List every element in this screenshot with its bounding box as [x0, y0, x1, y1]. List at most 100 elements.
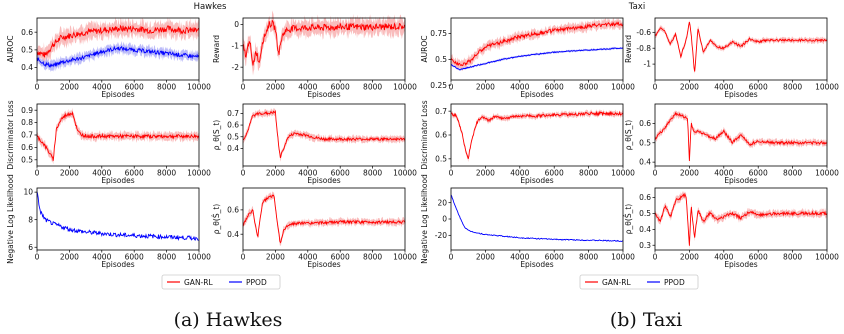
y-tick-label: -0.6 — [636, 28, 651, 37]
y-tick-label: 0.3 — [639, 241, 651, 250]
legend-label-gan-rl: GAN-RL — [184, 278, 213, 287]
x-tick-label: 4000 — [298, 169, 317, 178]
legend-taxi: GAN-RL PPOD — [579, 274, 699, 290]
y-tick-label: 0.8 — [21, 118, 33, 127]
x-tick-label: 2000 — [266, 253, 285, 262]
x-axis-label: Episodes — [307, 176, 340, 185]
subplot-taxi-reward: 0 2000 4000 6000 8000 10000 -1 -0.8 -0.6 Episodes… — [624, 17, 839, 99]
legend-label-gan-rl: GAN-RL — [602, 278, 631, 287]
legend-frame — [579, 274, 699, 290]
x-tick-label: 10000 — [187, 83, 211, 92]
y-tick-label: 0.6 — [227, 205, 239, 214]
x-tick-label: 0 — [449, 253, 454, 262]
series-line-gan-rl — [450, 21, 624, 67]
x-tick-label: 10000 — [815, 83, 839, 92]
y-tick-label: 0.5 — [21, 45, 33, 54]
x-tick-label: 10000 — [611, 169, 635, 178]
x-axis-label: Episodes — [307, 260, 340, 269]
y-axis-label: Discriminator Loss — [420, 100, 429, 169]
y-tick-label: -1 — [232, 41, 240, 50]
x-tick-label: 8000 — [579, 169, 598, 178]
x-tick-label: 6000 — [125, 83, 144, 92]
y-tick-label: 0.5 — [639, 138, 651, 147]
caption-hawkes: (a) Hawkes — [174, 309, 283, 331]
x-tick-label: 4000 — [714, 169, 733, 178]
x-tick-label: 8000 — [157, 169, 176, 178]
x-tick-label: 8000 — [783, 169, 802, 178]
y-tick-label: 0.5 — [435, 55, 447, 64]
series-band-gan-rl — [655, 20, 827, 74]
x-tick-label: 8000 — [363, 253, 382, 262]
y-axis-label: Negative Log Likelihood — [420, 174, 429, 264]
x-axis-label: Episodes — [101, 90, 134, 99]
x-axis-label: Episodes — [724, 90, 757, 99]
axes-frame — [654, 103, 828, 167]
y-axis-label: ρ_θ(Ŝ_t) — [212, 204, 221, 234]
x-tick-label: 0 — [449, 83, 454, 92]
x-tick-label: 2000 — [680, 253, 699, 262]
y-tick-label: 0.9 — [21, 106, 33, 115]
subplot-hawkes-reward: 0 2000 4000 6000 8000 10000 -2 -1 0 Episodes Rewar… — [212, 10, 417, 99]
series-band-gan-rl — [655, 110, 827, 165]
x-tick-label: 4000 — [92, 253, 111, 262]
y-tick-label: 0.4 — [227, 230, 239, 239]
subplot-hawkes-rho-s-hat: 0 2000 4000 6000 8000 10000 0.4 0.6 Episodes ρ_θ(… — [212, 187, 417, 269]
y-axis-label: ρ_θ(S_t) — [212, 120, 221, 150]
y-tick-label: 8 — [28, 215, 33, 224]
x-tick-label: 6000 — [749, 253, 768, 262]
axes-frame — [36, 17, 200, 81]
series-band-gan-rl — [37, 16, 199, 65]
axes-frame — [654, 187, 828, 251]
x-tick-label: 6000 — [331, 83, 350, 92]
y-axis-label: Negative Log Likelihood — [6, 174, 15, 264]
x-tick-label: 4000 — [510, 83, 529, 92]
x-tick-label: 10000 — [187, 169, 211, 178]
subplot-taxi-auroc: 0 2000 4000 6000 8000 10000 0.25 0.5 0.75 Episode… — [420, 17, 635, 99]
subplot-hawkes-neg-log-likelihood: 0 2000 4000 6000 8000 10000 6 8 10 Episodes Negati… — [6, 174, 211, 269]
axes-frame — [450, 17, 624, 81]
x-tick-label: 2000 — [266, 169, 285, 178]
x-tick-label: 8000 — [363, 83, 382, 92]
x-tick-label: 6000 — [331, 169, 350, 178]
series-band-gan-rl — [243, 108, 405, 162]
x-tick-label: 0 — [241, 253, 246, 262]
y-tick-label: 0.7 — [21, 131, 33, 140]
x-tick-label: 6000 — [545, 83, 564, 92]
x-axis-label: Episodes — [520, 176, 553, 185]
axes-frame — [242, 187, 406, 251]
figure-title-taxi: Taxi — [628, 2, 645, 12]
x-tick-label: 2000 — [476, 169, 495, 178]
subplot-hawkes-auroc: 0 2000 4000 6000 8000 10000 0.4 0.5 0.6 Episodes A… — [6, 16, 211, 99]
series-band-gan-rl — [243, 10, 405, 76]
legend-hawkes: GAN-RL PPOD — [161, 274, 281, 290]
legend-frame — [161, 274, 281, 290]
x-tick-label: 0 — [653, 169, 658, 178]
y-tick-label: 0.5 — [227, 132, 239, 141]
x-tick-label: 0 — [35, 169, 40, 178]
series-line-gan-rl — [654, 22, 828, 72]
y-tick-label: 0.6 — [639, 119, 651, 128]
subplot-hawkes-rho-s: 0 2000 4000 6000 8000 10000 0.4 0.5 0.6 0.7 Episod… — [212, 103, 417, 185]
y-tick-label: 6 — [28, 243, 33, 252]
x-tick-label: 0 — [653, 83, 658, 92]
series-line-gan-rl — [243, 109, 406, 159]
series-line-ppod — [450, 194, 624, 242]
x-tick-label: 2000 — [60, 83, 79, 92]
y-tick-label: 10 — [23, 188, 33, 197]
x-tick-label: 2000 — [476, 83, 495, 92]
y-tick-label: 20 — [437, 198, 447, 207]
y-axis-label: Reward — [624, 35, 633, 63]
x-tick-label: 10000 — [393, 253, 417, 262]
x-tick-label: 0 — [449, 169, 454, 178]
x-tick-label: 10000 — [393, 169, 417, 178]
x-tick-label: 4000 — [714, 83, 733, 92]
x-tick-label: 4000 — [298, 253, 317, 262]
x-tick-label: 4000 — [510, 253, 529, 262]
y-axis-label: AUROC — [6, 36, 15, 63]
subplot-hawkes-discriminator-loss: 0 2000 4000 6000 8000 10000 0.5 0.6 0.7 0.8 0.9 Epi… — [6, 100, 211, 185]
series-line-gan-rl — [242, 19, 406, 66]
legend-label-ppod: PPOD — [246, 278, 267, 287]
x-tick-label: 10000 — [393, 83, 417, 92]
y-tick-label: 0 — [234, 20, 239, 29]
